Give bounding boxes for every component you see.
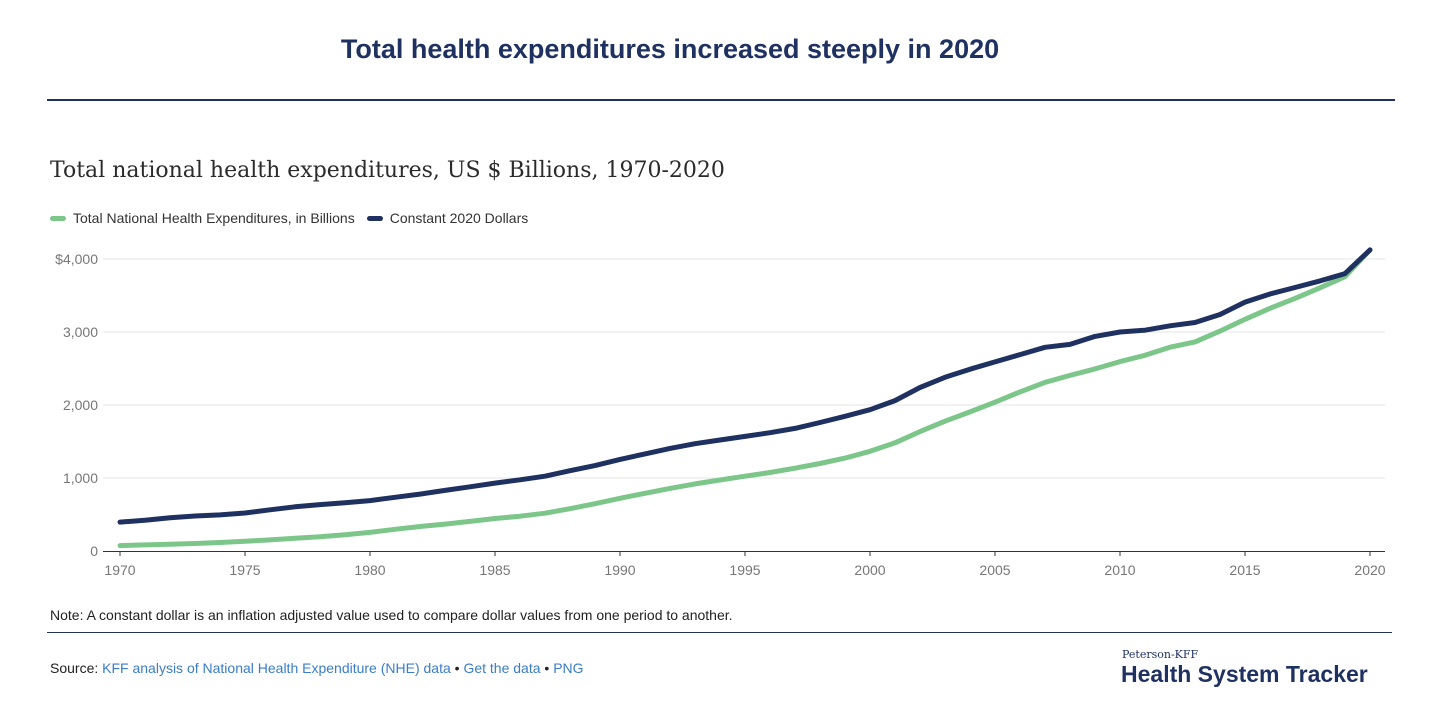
legend-swatch-navy bbox=[366, 215, 383, 221]
legend-swatch-green bbox=[50, 215, 66, 221]
title-divider bbox=[47, 99, 1395, 101]
line-chart: 0 1,000 2,000 3,000 $4,000 1970 1975 1980 1985 19… bbox=[55, 247, 1386, 578]
x-tick-label: 2000 bbox=[854, 562, 885, 578]
series-line-constant bbox=[117, 247, 1373, 525]
source-prefix: Source: bbox=[50, 660, 103, 676]
brand-logo: Health System Tracker bbox=[1121, 661, 1368, 687]
nhe-data-link[interactable]: KFF analysis of National Health Expendit… bbox=[102, 660, 451, 676]
x-tick-label: 2005 bbox=[979, 562, 1010, 578]
x-tick-label: 2010 bbox=[1104, 562, 1135, 578]
source-separator: • bbox=[540, 660, 554, 676]
y-tick-label: 0 bbox=[90, 543, 98, 559]
legend-label-nominal: Total National Health Expenditures, in B… bbox=[73, 210, 355, 226]
x-tick-label: 1995 bbox=[729, 562, 760, 578]
legend-item-constant[interactable]: Constant 2020 Dollars bbox=[366, 210, 529, 226]
x-tick-label: 1990 bbox=[604, 562, 635, 578]
chart-note: Note: A constant dollar is an inflation … bbox=[50, 607, 733, 623]
source-line: Source: KFF analysis of National Health … bbox=[50, 660, 584, 676]
brand-subtitle: Peterson-KFF bbox=[1122, 648, 1199, 661]
y-tick-label: 3,000 bbox=[63, 324, 98, 340]
legend-item-nominal[interactable]: Total National Health Expenditures, in B… bbox=[50, 210, 355, 226]
y-tick-label: $4,000 bbox=[55, 251, 98, 267]
get-the-data-link[interactable]: Get the data bbox=[463, 660, 541, 676]
page-title: Total health expenditures increased stee… bbox=[340, 34, 1000, 64]
source-separator: • bbox=[450, 660, 464, 676]
series-line-nominal bbox=[117, 247, 1373, 549]
x-tick-label: 1975 bbox=[229, 562, 260, 578]
x-tick-label: 2020 bbox=[1354, 562, 1385, 578]
x-tick-label: 1985 bbox=[479, 562, 510, 578]
x-tick-label: 1970 bbox=[104, 562, 135, 578]
chart-legend: Total National Health Expenditures, in B… bbox=[50, 210, 540, 226]
png-link[interactable]: PNG bbox=[553, 660, 584, 676]
x-tick-label: 2015 bbox=[1229, 562, 1260, 578]
chart-title: Total national health expenditures, US $… bbox=[50, 158, 725, 183]
footer-divider bbox=[47, 632, 1392, 633]
y-tick-label: 1,000 bbox=[63, 470, 98, 486]
x-tick-label: 1980 bbox=[354, 562, 385, 578]
y-tick-label: 2,000 bbox=[63, 397, 98, 413]
legend-label-constant: Constant 2020 Dollars bbox=[389, 210, 529, 226]
